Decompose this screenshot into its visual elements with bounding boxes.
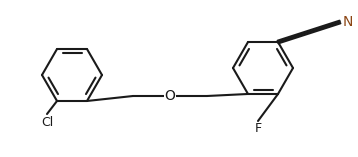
Text: F: F bbox=[255, 122, 262, 135]
Text: N: N bbox=[343, 15, 353, 29]
Text: O: O bbox=[165, 89, 175, 103]
Text: Cl: Cl bbox=[41, 116, 53, 128]
